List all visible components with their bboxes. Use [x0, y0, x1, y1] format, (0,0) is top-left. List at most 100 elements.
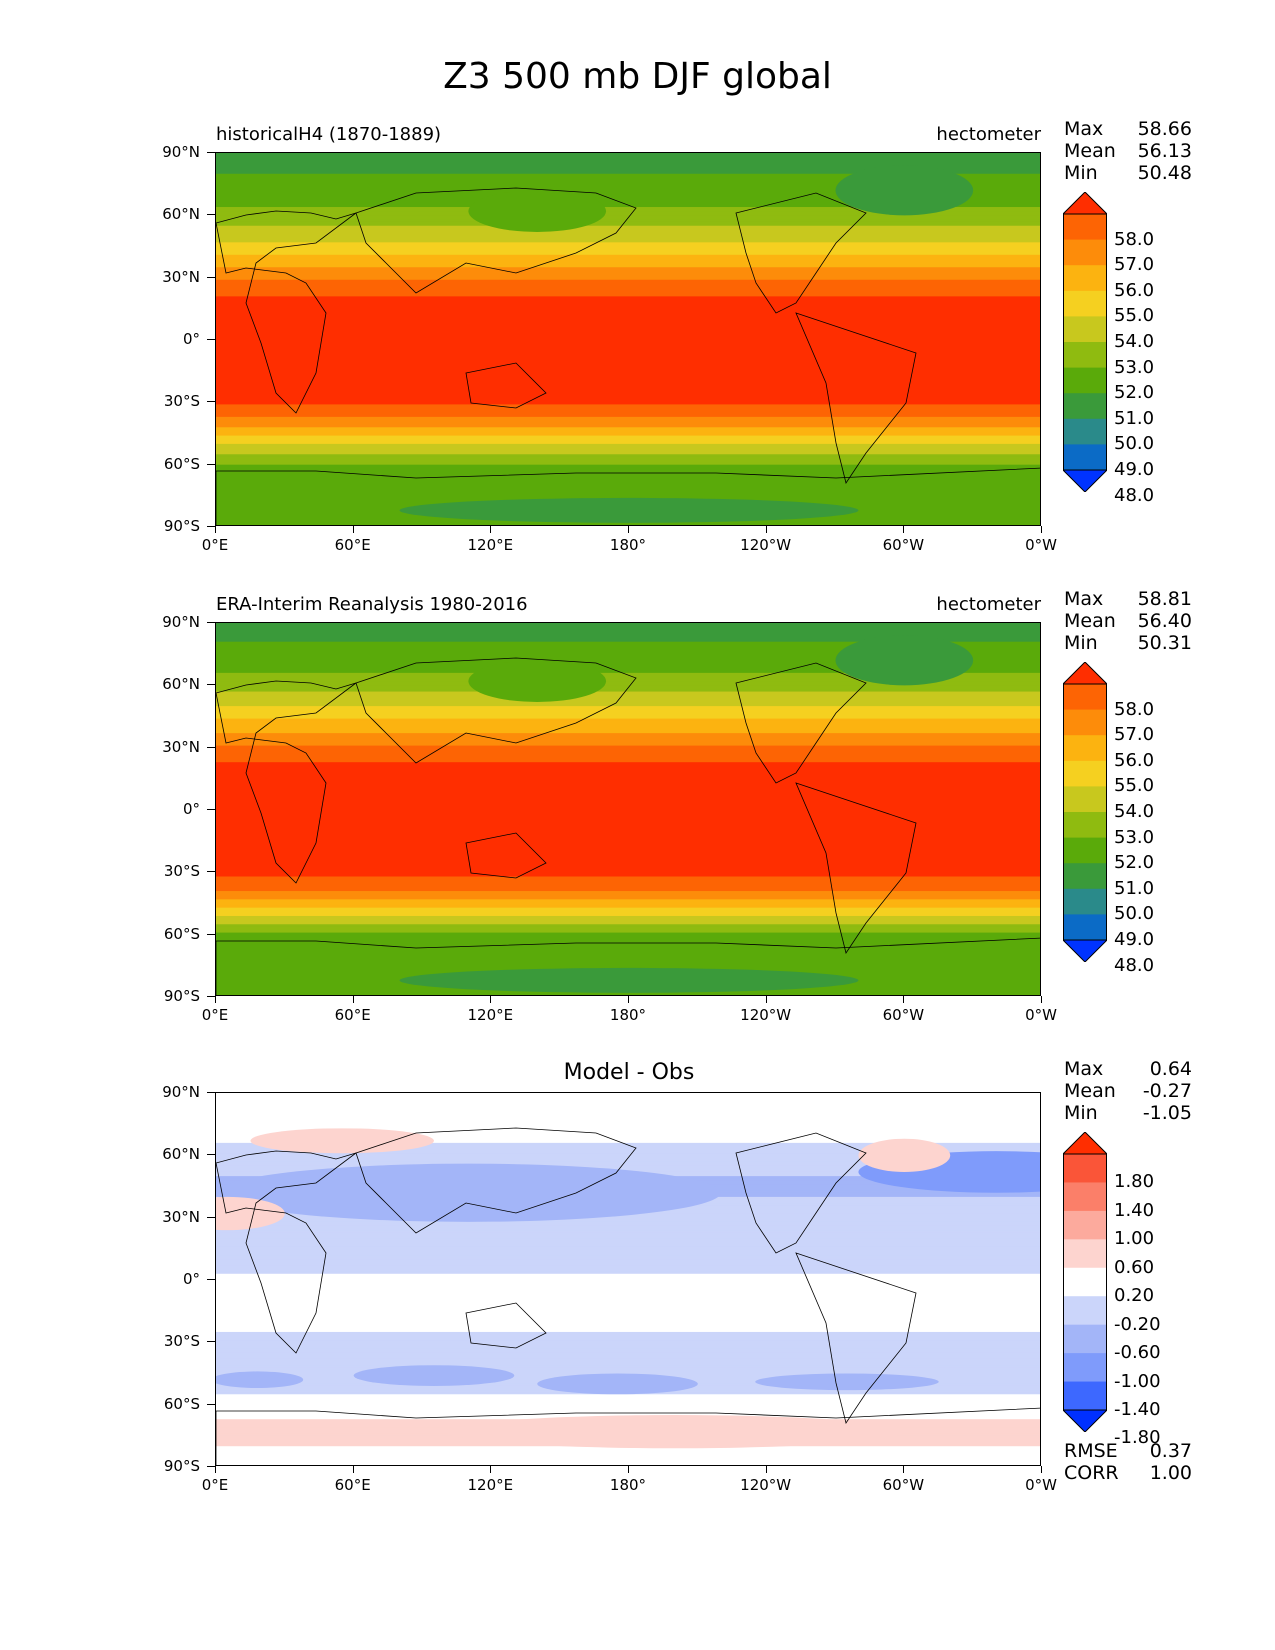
field-band: [216, 416, 1040, 420]
y-tick-mark: [207, 622, 215, 623]
field-band: [216, 728, 1040, 732]
field-band: [216, 1273, 1040, 1277]
field-band: [216, 1244, 1040, 1248]
field-band: [216, 859, 1040, 863]
field-band: [216, 445, 1040, 449]
field-band: [216, 1307, 1040, 1310]
coastline: [735, 662, 867, 784]
stat-label: Mean: [1064, 610, 1116, 632]
field-band: [216, 623, 1040, 626]
field-band: [216, 379, 1040, 383]
field-anomaly: [216, 1196, 285, 1231]
field-band: [216, 992, 1040, 995]
stat-value: 0.64: [1149, 1058, 1192, 1080]
field-band: [216, 886, 1040, 890]
field-band: [216, 443, 1040, 447]
field-band: [216, 820, 1040, 824]
colorbar-label: -1.00: [1114, 1370, 1161, 1392]
field-band: [216, 485, 1040, 489]
field-band: [216, 346, 1040, 349]
field-band: [216, 354, 1040, 358]
x-tick-label: 120°W: [740, 1006, 792, 1024]
field-band: [216, 841, 1040, 844]
field-band: [216, 803, 1040, 807]
field-band: [216, 242, 1040, 246]
field-band: [216, 348, 1040, 351]
field-band: [216, 225, 1040, 229]
field-band: [216, 780, 1040, 784]
field-band: [216, 1236, 1040, 1240]
field-band: [216, 724, 1040, 728]
field-band: [216, 1462, 1040, 1465]
field-band: [216, 893, 1040, 896]
field-band: [216, 358, 1040, 362]
field-band: [216, 868, 1040, 871]
colorbar: [1061, 1131, 1109, 1433]
field-band: [216, 1340, 1040, 1343]
field-band: [216, 477, 1040, 480]
x-tick-mark: [352, 1466, 354, 1473]
field-band: [216, 924, 1040, 927]
field-band: [216, 1271, 1040, 1275]
panel-obs: ERA-Interim Reanalysis 1980-2016 hectome…: [0, 580, 1275, 1050]
field-band: [216, 290, 1040, 293]
field-band: [216, 685, 1040, 689]
field-band: [216, 1252, 1040, 1256]
field-band: [216, 1338, 1040, 1341]
field-band: [216, 300, 1040, 304]
colorbar-segment: [1063, 265, 1107, 292]
x-tick-label: 120°W: [740, 1476, 792, 1494]
x-tick-label: 120°E: [467, 1476, 514, 1494]
field-band: [216, 778, 1040, 782]
x-tick-mark: [628, 996, 629, 1003]
field-band: [216, 807, 1040, 811]
field-band: [216, 342, 1040, 345]
field-band: [216, 221, 1040, 225]
y-tick-label: 90°S: [163, 987, 200, 1005]
field-anomaly: [216, 1163, 721, 1222]
field-band: [216, 735, 1040, 738]
field-band: [216, 770, 1040, 774]
coastline: [216, 467, 1040, 525]
field-band: [216, 793, 1040, 797]
field-band: [216, 650, 1040, 653]
field-band: [216, 1132, 1040, 1136]
field-band: [216, 398, 1040, 401]
field-band: [216, 749, 1040, 753]
x-tick-label: 60°W: [882, 536, 925, 554]
colorbar-extend-up-arrow: [1061, 661, 1109, 685]
field-band: [216, 468, 1040, 472]
field-band: [216, 1400, 1040, 1404]
field-band: [216, 452, 1040, 455]
field-band: [216, 1367, 1040, 1370]
field-band: [216, 1331, 1040, 1335]
field-band: [216, 843, 1040, 846]
colorbar-label: 52.0: [1114, 852, 1155, 874]
field-band: [216, 1161, 1040, 1165]
field-band: [216, 1342, 1040, 1346]
field-band: [216, 306, 1040, 310]
field-band: [216, 716, 1040, 720]
field-band: [216, 1215, 1040, 1219]
figure-title: Z3 500 mb DJF global: [443, 56, 832, 97]
field-band: [216, 664, 1040, 668]
field-band: [216, 1140, 1040, 1144]
colorbar-label: 0.60: [1114, 1256, 1155, 1278]
field-band: [216, 1157, 1040, 1161]
field-band: [216, 930, 1040, 934]
field-band: [216, 207, 1040, 210]
field-band: [216, 462, 1040, 466]
x-tick-label: 0°W: [1025, 1006, 1057, 1024]
field-band: [216, 263, 1040, 266]
colorbar-segment: [1063, 367, 1107, 394]
field-band: [216, 755, 1040, 759]
field-band: [216, 1120, 1040, 1123]
colorbar-label: 58.0: [1114, 698, 1155, 720]
field-band: [216, 423, 1040, 426]
field-band: [216, 743, 1040, 747]
field-band: [216, 261, 1040, 264]
x-tick-label: 0°W: [1025, 1476, 1057, 1494]
field-band: [216, 691, 1040, 695]
field-band: [216, 1321, 1040, 1325]
colorbar-label: 54.0: [1114, 801, 1155, 822]
